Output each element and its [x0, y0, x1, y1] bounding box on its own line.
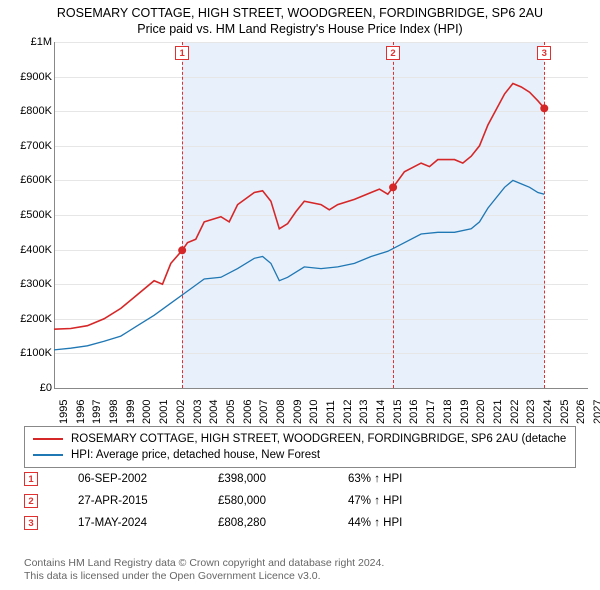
x-tick-label: 2010	[308, 390, 320, 424]
x-tick-label: 2026	[575, 390, 587, 424]
x-tick-label: 2015	[392, 390, 404, 424]
footer-line2: This data is licensed under the Open Gov…	[24, 570, 384, 584]
x-tick-label: 2023	[525, 390, 537, 424]
x-tick-label: 2021	[492, 390, 504, 424]
title-line1: ROSEMARY COTTAGE, HIGH STREET, WOODGREEN…	[10, 6, 590, 20]
x-tick-label: 2011	[325, 390, 337, 424]
legend-row: HPI: Average price, detached house, New …	[33, 447, 567, 463]
table-marker: 3	[24, 516, 38, 530]
title-line2: Price paid vs. HM Land Registry's House …	[10, 22, 590, 36]
x-tick-label: 2005	[225, 390, 237, 424]
chart-area: £0£100K£200K£300K£400K£500K£600K£700K£80…	[0, 42, 600, 422]
table-marker: 2	[24, 494, 38, 508]
table-date: 06-SEP-2002	[78, 473, 218, 485]
series-property	[54, 84, 544, 330]
sale-dot	[389, 183, 397, 191]
footer-line1: Contains HM Land Registry data © Crown c…	[24, 557, 384, 571]
sale-marker-box: 1	[175, 46, 189, 60]
x-tick-label: 2002	[175, 390, 187, 424]
x-tick-label: 2024	[542, 390, 554, 424]
table-row: 3 17-MAY-2024£808,28044% ↑ HPI	[24, 512, 576, 534]
x-tick-label: 2000	[141, 390, 153, 424]
sale-marker-box: 3	[537, 46, 551, 60]
x-tick-label: 2025	[559, 390, 571, 424]
sale-marker-box: 2	[386, 46, 400, 60]
x-tick-label: 2014	[375, 390, 387, 424]
x-tick-label: 2018	[442, 390, 454, 424]
table-hpi: 44% ↑ HPI	[348, 517, 468, 529]
x-tick-label: 2013	[358, 390, 370, 424]
x-tick-label: 1998	[108, 390, 120, 424]
sale-dot	[540, 104, 548, 112]
table-row: 2 27-APR-2015£580,00047% ↑ HPI	[24, 490, 576, 512]
x-tick-label: 2007	[258, 390, 270, 424]
x-tick-label: 2009	[292, 390, 304, 424]
table-price: £808,280	[218, 517, 348, 529]
x-tick-label: 1996	[75, 390, 87, 424]
titles: ROSEMARY COTTAGE, HIGH STREET, WOODGREEN…	[0, 0, 600, 38]
x-tick-label: 2001	[158, 390, 170, 424]
table-date: 17-MAY-2024	[78, 517, 218, 529]
legend-swatch	[33, 438, 63, 440]
legend-swatch	[33, 454, 63, 456]
table-price: £580,000	[218, 495, 348, 507]
line-plot	[0, 42, 600, 390]
table-hpi: 47% ↑ HPI	[348, 495, 468, 507]
x-tick-label: 1999	[125, 390, 137, 424]
x-tick-label: 2027	[592, 390, 600, 424]
sales-table: 1 06-SEP-2002£398,00063% ↑ HPI 2 27-APR-201…	[24, 468, 576, 534]
x-tick-label: 2022	[509, 390, 521, 424]
table-marker: 1	[24, 472, 38, 486]
x-tick-label: 2012	[342, 390, 354, 424]
chart-container: ROSEMARY COTTAGE, HIGH STREET, WOODGREEN…	[0, 0, 600, 590]
x-tick-label: 1997	[91, 390, 103, 424]
sale-dot	[178, 246, 186, 254]
x-tick-label: 2004	[208, 390, 220, 424]
table-hpi: 63% ↑ HPI	[348, 473, 468, 485]
x-tick-label: 2006	[242, 390, 254, 424]
x-tick-label: 2019	[459, 390, 471, 424]
x-tick-label: 2020	[475, 390, 487, 424]
legend: ROSEMARY COTTAGE, HIGH STREET, WOODGREEN…	[24, 426, 576, 468]
series-hpi	[54, 180, 544, 350]
legend-label: ROSEMARY COTTAGE, HIGH STREET, WOODGREEN…	[71, 433, 566, 445]
footer: Contains HM Land Registry data © Crown c…	[24, 557, 384, 584]
x-tick-label: 2017	[425, 390, 437, 424]
table-price: £398,000	[218, 473, 348, 485]
x-tick-label: 1995	[58, 390, 70, 424]
x-tick-label: 2003	[192, 390, 204, 424]
x-tick-label: 2008	[275, 390, 287, 424]
legend-label: HPI: Average price, detached house, New …	[71, 449, 320, 461]
table-row: 1 06-SEP-2002£398,00063% ↑ HPI	[24, 468, 576, 490]
legend-row: ROSEMARY COTTAGE, HIGH STREET, WOODGREEN…	[33, 431, 567, 447]
table-date: 27-APR-2015	[78, 495, 218, 507]
x-tick-label: 2016	[408, 390, 420, 424]
